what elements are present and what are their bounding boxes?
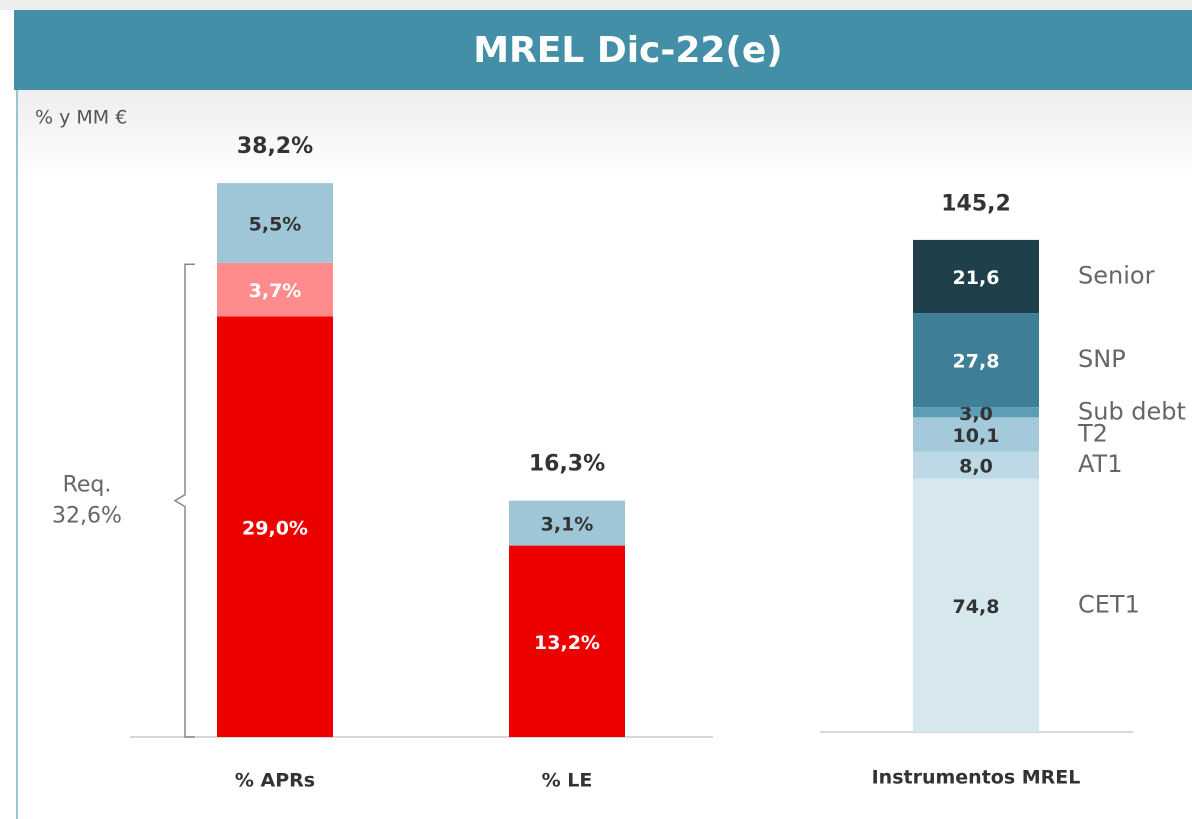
series-label: AT1 bbox=[1078, 450, 1122, 478]
value-label: 5,5% bbox=[249, 213, 302, 235]
value-label: 74,8 bbox=[953, 596, 1000, 618]
bar-segment bbox=[913, 478, 1039, 732]
value-label: 8,0 bbox=[959, 456, 993, 478]
value-label: 3,1% bbox=[541, 514, 594, 536]
total-label: 145,2 bbox=[941, 191, 1011, 216]
series-label: Senior bbox=[1078, 261, 1155, 289]
requirement-bracket bbox=[173, 263, 195, 738]
value-label: 3,7% bbox=[249, 280, 302, 302]
bar-segment bbox=[913, 239, 1039, 314]
bar-segment bbox=[913, 417, 1039, 452]
series-label: SNP bbox=[1078, 345, 1126, 373]
category-label: Instrumentos MREL bbox=[872, 767, 1081, 789]
series-label: CET1 bbox=[1078, 590, 1140, 618]
bar-segment bbox=[913, 407, 1039, 418]
category-label: % LE bbox=[542, 770, 593, 792]
header-bar bbox=[14, 10, 1192, 90]
bar-segment bbox=[217, 262, 333, 317]
bar-segment bbox=[217, 316, 333, 737]
title: MREL Dic-22(e) bbox=[473, 30, 783, 71]
value-label: 3,0 bbox=[959, 403, 993, 425]
bar-segment bbox=[509, 545, 625, 737]
bar-segment bbox=[913, 313, 1039, 408]
top-margin bbox=[0, 0, 1192, 10]
total-label: 38,2% bbox=[237, 134, 313, 159]
total-label: 16,3% bbox=[529, 452, 605, 477]
value-label: 13,2% bbox=[534, 632, 600, 654]
value-label: 21,6 bbox=[953, 267, 1000, 289]
requirement-label: 32,6% bbox=[52, 504, 122, 529]
header-shadow bbox=[18, 90, 1192, 180]
unit-label: % y MM € bbox=[35, 107, 127, 129]
series-label: Sub debt bbox=[1078, 397, 1186, 425]
value-label: 10,1 bbox=[953, 425, 1000, 447]
series-label: T2 bbox=[1077, 419, 1108, 447]
value-label: 27,8 bbox=[953, 351, 1000, 373]
requirement-label: Req. bbox=[63, 473, 112, 498]
value-label: 29,0% bbox=[242, 517, 308, 539]
bar-segment bbox=[509, 500, 625, 546]
bar-segment bbox=[217, 183, 333, 263]
category-label: % APRs bbox=[235, 770, 315, 792]
bar-segment bbox=[913, 451, 1039, 479]
